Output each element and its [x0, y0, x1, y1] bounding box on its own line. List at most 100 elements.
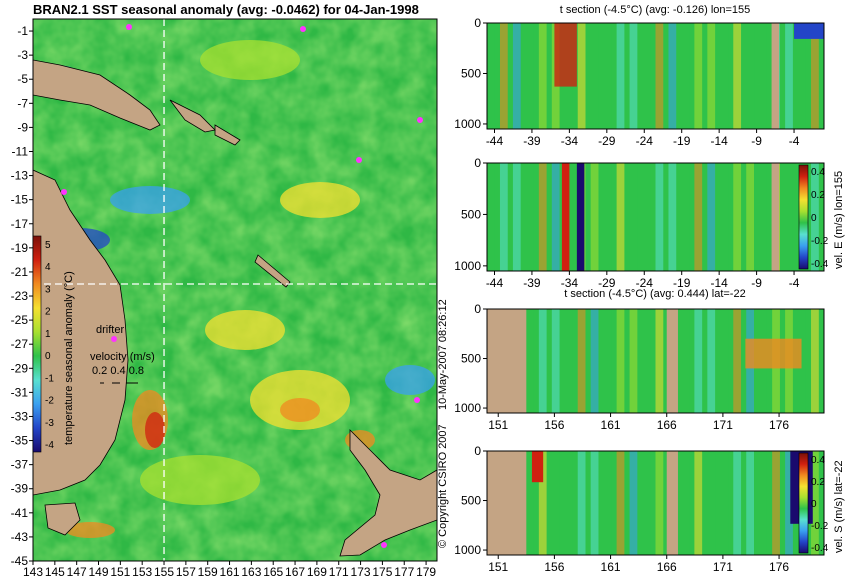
section-colorbar-tick: 0: [811, 213, 817, 224]
map-panel: 143 145 147 149 151 153 155 157 159 161 163 165 167 1…: [11, 18, 438, 579]
section-feature: [561, 163, 570, 271]
section-band: [538, 23, 547, 129]
map-colorbar-tick: 1: [45, 329, 51, 340]
map-x-tick-label: 153: [132, 565, 152, 579]
section-band: [590, 309, 599, 413]
section-band: [525, 309, 534, 413]
section-band: [629, 163, 638, 271]
drifter-marker: [126, 24, 132, 30]
section-band: [733, 309, 742, 413]
timestamp-text: 10-May-2007 08:26:12: [437, 299, 449, 410]
section-colorbar-tick: 0.4: [811, 455, 825, 466]
anomaly-patch: [280, 182, 360, 218]
velocity-legend-values: 0.2 0.4 0.8: [92, 365, 144, 377]
section-band: [525, 23, 534, 129]
section-band: [785, 23, 793, 129]
section-band: [538, 451, 547, 555]
section-feature: [794, 23, 824, 39]
section-x-tick-label: 166: [657, 560, 677, 574]
map-y-tick-label: -35: [11, 434, 29, 448]
map-x-tick-label: 171: [329, 565, 349, 579]
section-feature: [531, 451, 544, 483]
section-colorbar-tick: -0.2: [811, 521, 829, 532]
section-frame: [486, 308, 825, 414]
section-x-tick-label: -29: [598, 134, 616, 148]
section-feature: [554, 23, 577, 87]
section-band: [811, 23, 819, 129]
land-new-caledonia: [254, 254, 291, 288]
section-band: [694, 23, 703, 129]
section-x-tick-label: -4: [789, 134, 800, 148]
section-y-tick-label: 500: [461, 66, 481, 80]
section-x-tick-label: -9: [751, 276, 762, 290]
section-colorbar-label: vel. S (m/s) lat=-22: [833, 460, 845, 553]
section-band: [629, 451, 638, 555]
section-band: [720, 451, 729, 555]
map-y-tick-label: -9: [17, 120, 28, 134]
section-colorbar-tick: 0.2: [811, 190, 825, 201]
drifter-label: drifter: [96, 324, 124, 336]
section-frame: [486, 162, 825, 272]
section-band: [616, 163, 625, 271]
section-band: [629, 23, 638, 129]
section-band: [603, 309, 612, 413]
map-y-tick-label: -3: [17, 48, 28, 62]
section-band: [681, 309, 690, 413]
section-y-tick-label: 1000: [454, 543, 481, 557]
section-band: [681, 451, 690, 555]
section-band: [759, 163, 767, 271]
map-x-tick-label: 151: [110, 565, 130, 579]
section-y-tick-label: 0: [474, 302, 481, 316]
section-band: [746, 163, 755, 271]
section-band: [681, 23, 690, 129]
section-band: [564, 309, 573, 413]
section-x-tick-label: -19: [673, 134, 691, 148]
map-y-tick-label: -45: [11, 554, 29, 568]
t-section-lat-title: t section (-4.5°C) (avg: 0.444) lat=-22: [564, 288, 745, 300]
section-y-tick-label: 1000: [454, 259, 481, 273]
map-y-tick-label: -37: [11, 458, 29, 472]
section-band: [733, 451, 742, 555]
section-x-tick-label: 171: [713, 560, 733, 574]
section-x-tick-label: -39: [523, 134, 541, 148]
section-feature: [745, 338, 802, 369]
section-x-tick-label: -39: [523, 276, 541, 290]
section-band: [538, 309, 547, 413]
copyright-text: © Copyright CSIRO 2007: [437, 424, 449, 548]
section-band: [707, 23, 716, 129]
section-band: [642, 23, 651, 129]
map-x-tick-label: 147: [67, 565, 87, 579]
section-colorbar-bar: [798, 452, 809, 554]
section-band: [707, 309, 716, 413]
section-band: [733, 23, 742, 129]
land-new-zealand: [339, 429, 437, 557]
section-x-tick-label: 171: [713, 418, 733, 432]
anomaly-patch: [280, 398, 320, 422]
map-colorbar-tick: 3: [45, 284, 51, 295]
section-band: [746, 23, 755, 129]
section-band: [551, 451, 560, 555]
section-colorbar-tick: -0.2: [811, 236, 829, 247]
map-x-tick-label: 159: [198, 565, 218, 579]
section-band: [772, 451, 780, 555]
map-legend: drifter velocity (m/s) 0.2 0.4 0.8: [90, 324, 155, 384]
anomaly-patch: [385, 365, 435, 395]
section-band: [694, 309, 703, 413]
section-panel-vel-e-section: -44 -39 -34 -29 -24 -19 -14 -9 -4 0 500 1000 0.4 0.2 0…: [454, 156, 845, 290]
section-band: [642, 163, 651, 271]
section-band: [629, 309, 638, 413]
drifter-marker: [356, 157, 362, 163]
section-frame: [486, 450, 825, 556]
map-colorbar-bar: [32, 235, 42, 453]
section-band: [642, 451, 651, 555]
section-band: [616, 451, 625, 555]
velocity-legend-title: velocity (m/s): [90, 351, 155, 363]
section-x-tick-label: -44: [486, 276, 504, 290]
map-x-tick-label: 175: [372, 565, 392, 579]
section-band: [616, 309, 625, 413]
map-y-tick-label: -13: [11, 169, 29, 183]
section-band: [720, 23, 729, 129]
section-panel-vel-s-section: 151 156 161 166 171 176 0 500 1000 0.4 0.2 0 -0.2 -0.…: [454, 444, 845, 574]
section-band: [798, 23, 806, 129]
map-colorbar-tick: 4: [45, 262, 51, 273]
